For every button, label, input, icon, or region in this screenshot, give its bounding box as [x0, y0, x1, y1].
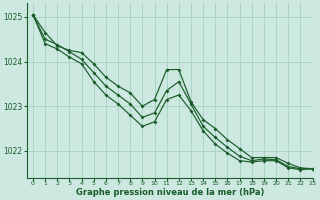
X-axis label: Graphe pression niveau de la mer (hPa): Graphe pression niveau de la mer (hPa): [76, 188, 264, 197]
